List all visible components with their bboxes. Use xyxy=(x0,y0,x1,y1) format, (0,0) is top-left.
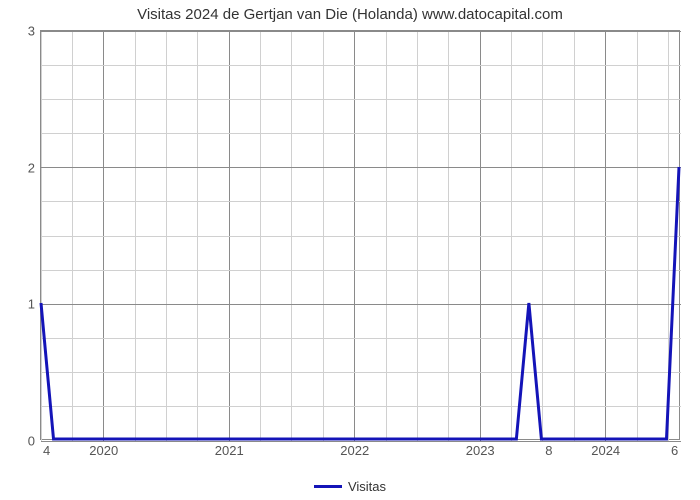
y-tick-label: 1 xyxy=(28,297,35,312)
corner-label-bottom-inner: 8 xyxy=(545,443,552,458)
x-tick-label: 2024 xyxy=(591,443,620,458)
legend-swatch xyxy=(314,485,342,488)
legend-item-visitas: Visitas xyxy=(314,479,386,494)
y-tick-label: 0 xyxy=(28,434,35,449)
x-tick-label: 2023 xyxy=(466,443,495,458)
plot-area: 202020212022202320240123486 xyxy=(40,30,680,440)
legend: Visitas xyxy=(0,475,700,494)
corner-label-bottom-right: 6 xyxy=(671,443,678,458)
corner-label-bottom-left: 4 xyxy=(43,443,50,458)
x-tick-label: 2021 xyxy=(215,443,244,458)
x-tick-label: 2022 xyxy=(340,443,369,458)
x-tick-label: 2020 xyxy=(89,443,118,458)
y-tick-label: 3 xyxy=(28,24,35,39)
y-tick-label: 2 xyxy=(28,160,35,175)
series-line xyxy=(41,31,679,439)
legend-label: Visitas xyxy=(348,479,386,494)
chart-title: Visitas 2024 de Gertjan van Die (Holanda… xyxy=(0,6,700,23)
y-grid-major xyxy=(41,441,681,442)
